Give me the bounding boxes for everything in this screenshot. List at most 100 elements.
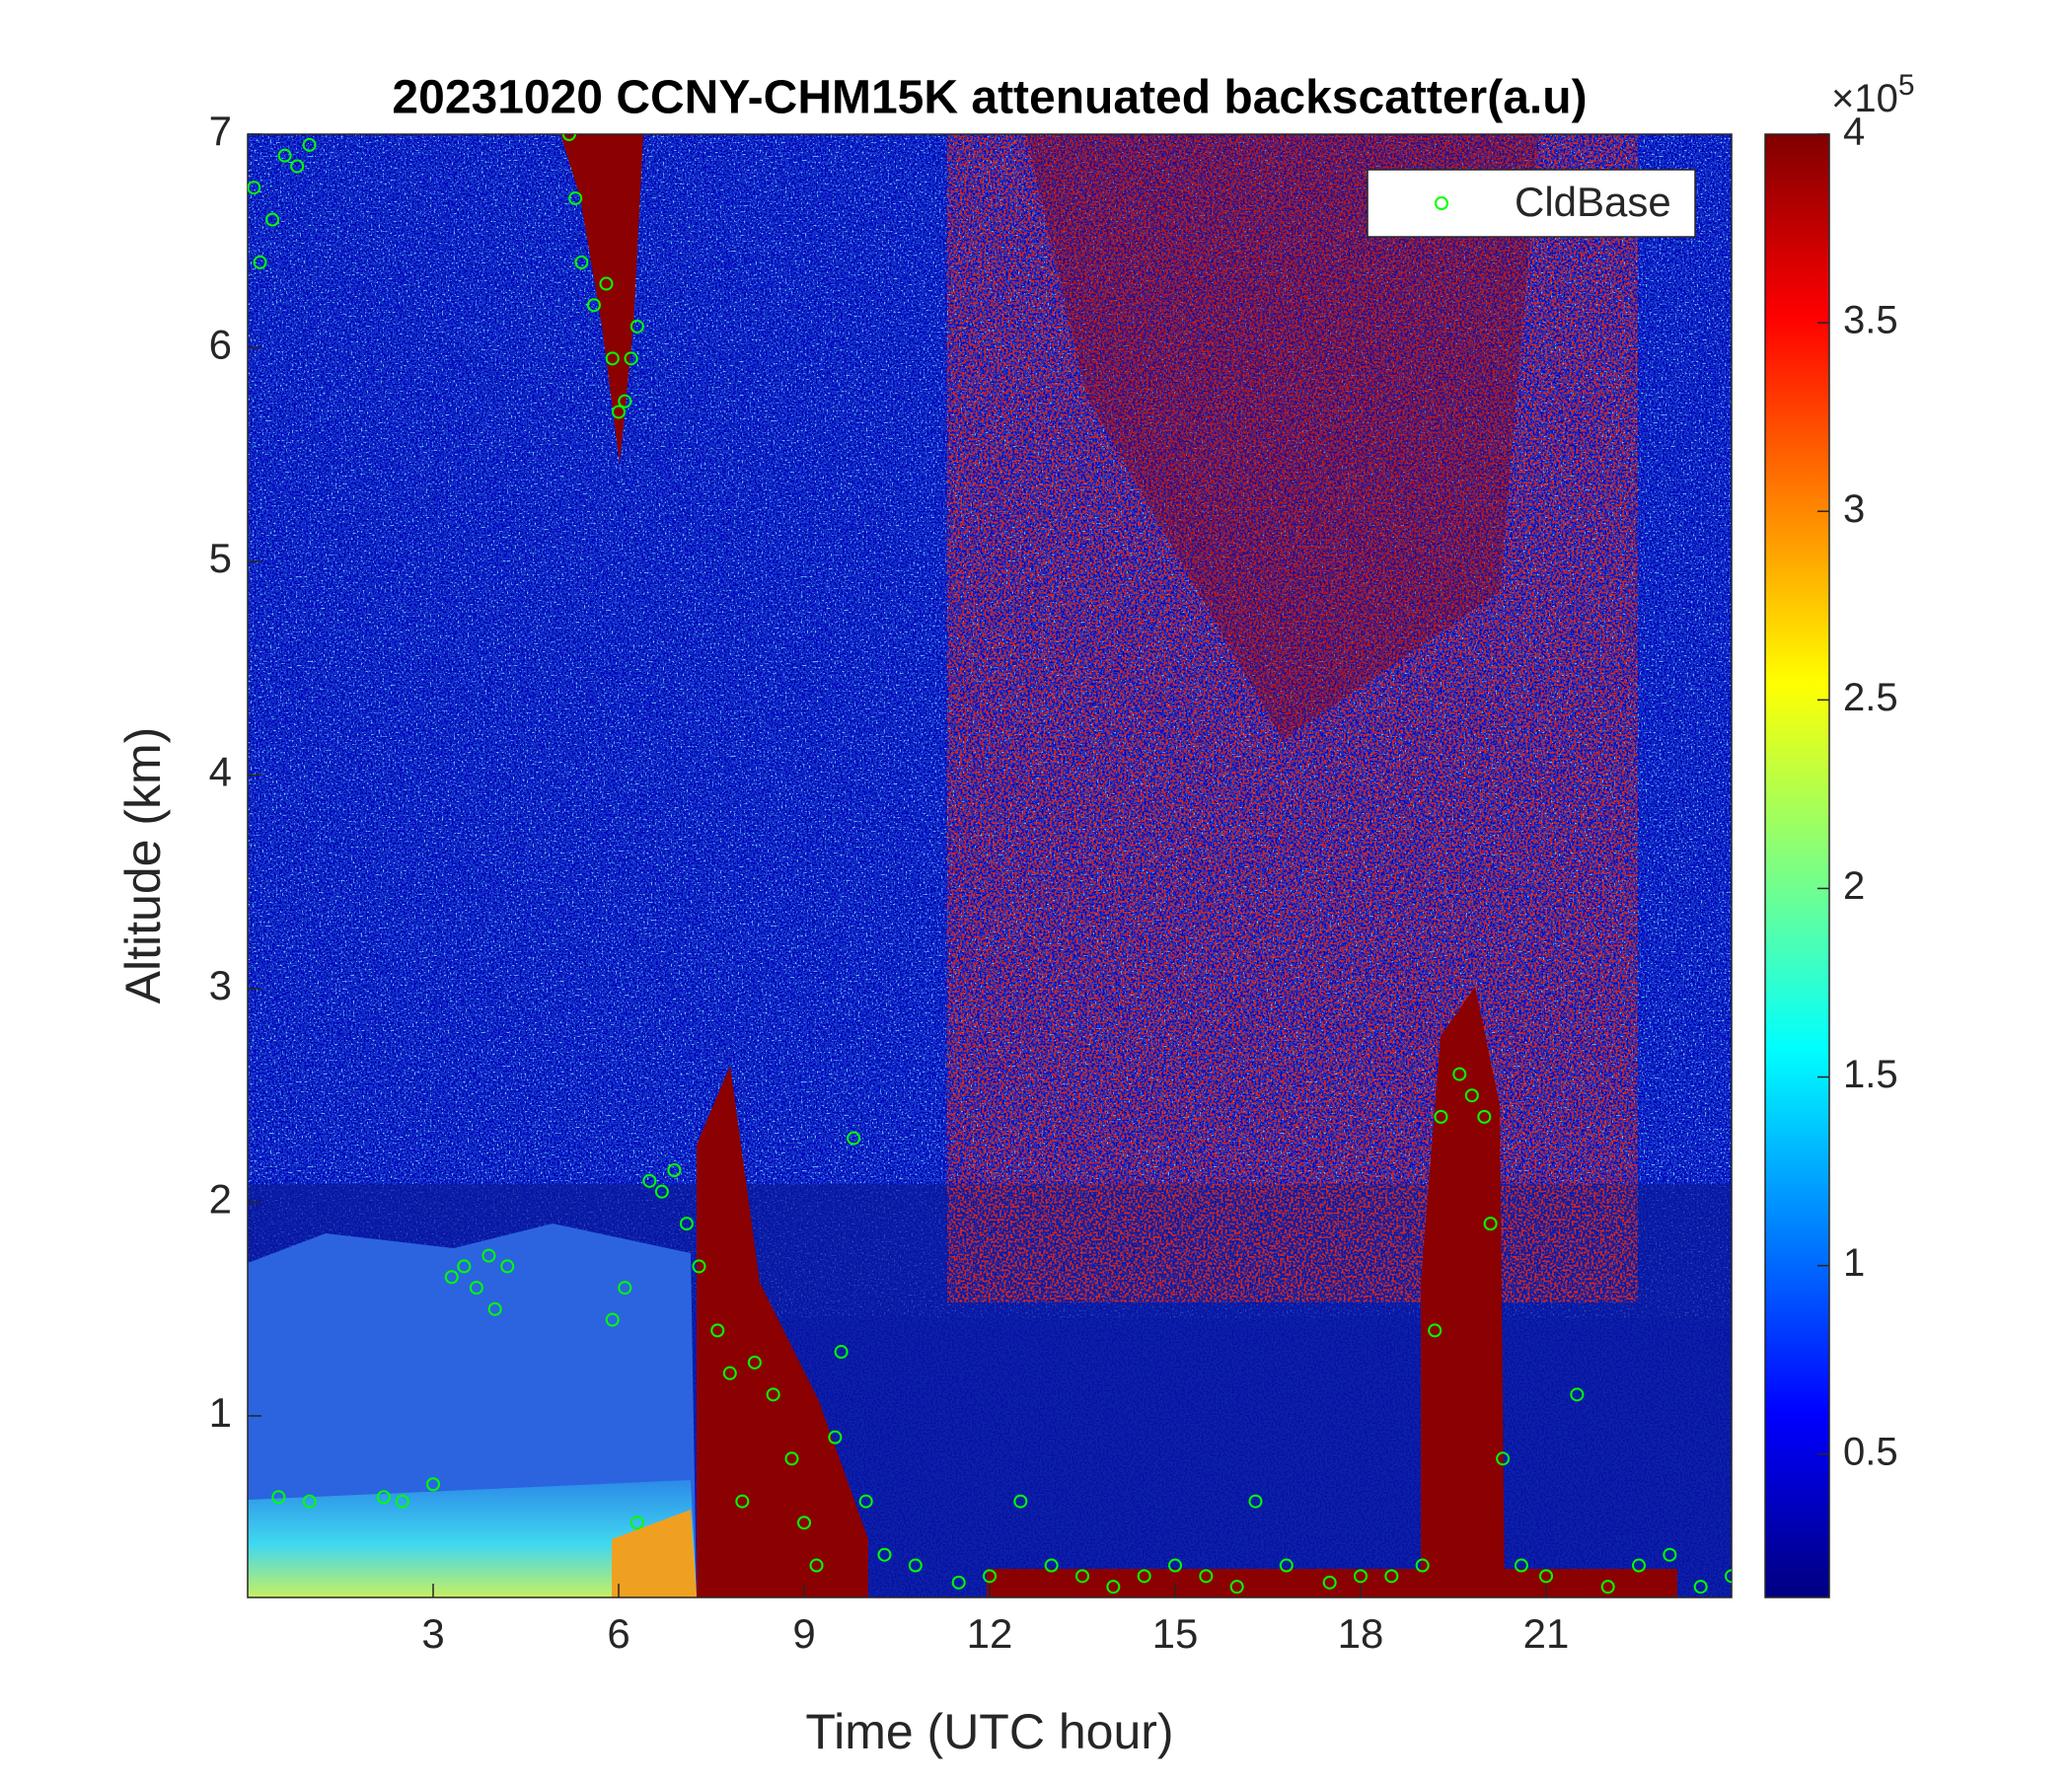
cloud-base-point [1354,1569,1368,1584]
x-tick-label: 18 [1338,1610,1384,1657]
cloud-base-point [797,1516,811,1530]
legend-marker [1435,196,1448,210]
cloud-base-point [629,319,644,334]
backscatter-field [248,134,1732,1597]
cloud-base-point [444,1270,459,1285]
cloud-base-point [253,255,267,269]
cloud-base-point [679,1217,694,1231]
legend-label: CldBase [1515,179,1671,225]
cloud-base-point [834,1345,849,1360]
cloud-base-point [586,298,601,313]
cloud-base-point [877,1547,892,1562]
colorbar-tick-label: 2 [1843,864,1865,908]
cloud-base-point [1570,1387,1585,1402]
cloud-base-point [395,1494,409,1509]
colorbar-multiplier: ×105 [1831,69,1915,120]
cloud-base-point [624,351,638,366]
cloud-base-point [1013,1494,1028,1509]
cloud-base-point [618,394,632,408]
cloud-base-point [271,1490,286,1505]
cloud-base-point [642,1173,657,1188]
cloud-base-point [722,1366,737,1380]
cloud-base-point [1415,1558,1430,1573]
cloud-base-point [1322,1575,1337,1590]
colorbar-tick-label: 1 [1843,1241,1865,1285]
cloud-base-point [710,1323,725,1338]
cloud-base-point [629,1516,644,1530]
cloud-base-point [1137,1569,1151,1584]
cloud-base-point [1514,1558,1528,1573]
cloud-base-point [561,134,576,141]
colorbar-tick-label: 2.5 [1843,676,1898,719]
cloud [560,134,643,464]
cloud-base-point [1428,1323,1443,1338]
cloud [697,1066,868,1597]
legend [1367,169,1696,238]
red-haze [1026,134,1539,740]
x-tick-label: 3 [421,1610,444,1657]
y-tick-label: 6 [209,322,232,368]
cloud-base-point [654,1184,669,1199]
cloud [987,1569,1677,1597]
multiplier-base: ×10 [1831,77,1898,120]
cloud-base-point [487,1301,502,1316]
cloud-base-point [1044,1558,1059,1573]
cloud-base-point [692,1259,706,1274]
cloud-base-point [847,1131,861,1146]
aerosol-layer [612,1510,697,1597]
cloud-base-point [1075,1569,1089,1584]
cloud-base-point [1632,1558,1646,1573]
cloud-base-point [568,190,583,205]
cloud-base-point [605,351,620,366]
cloud-base-point [1477,1109,1492,1124]
cloud-base-points [248,134,1732,1595]
cloud-base-point [784,1451,799,1466]
cloud [1421,987,1505,1597]
cloud-base-point [1279,1558,1294,1573]
cloud-base-point [1693,1580,1708,1595]
y-tick-label: 5 [209,535,232,581]
y-tick-label: 1 [209,1389,232,1436]
cloud-base-point [376,1490,391,1505]
cloud-base-point [667,1163,682,1178]
cloud-base-point [265,212,280,227]
cloud-base-point [618,1281,632,1296]
y-tick-label: 7 [209,108,232,154]
cloud-base-point [500,1259,515,1274]
cloud-base-point [1725,1569,1732,1584]
colorbar-tick-label: 3.5 [1843,299,1898,342]
cloud-base-point [481,1248,496,1263]
cloud-base-point [809,1558,824,1573]
cloud-base-point [858,1494,873,1509]
cloud-base-point [735,1494,750,1509]
cloud-base-point [1106,1580,1121,1595]
y-tick-label: 3 [209,962,232,1008]
cloud-base-point [908,1558,923,1573]
cloud-base-point [1384,1569,1399,1584]
cloud-base-point [302,1494,317,1509]
cloud-base-point [1464,1088,1479,1103]
x-tick-label: 9 [792,1610,815,1657]
cloud-base-point [277,148,292,163]
y-tick-label: 4 [209,749,232,795]
colorbar-tick-label: 4 [1843,111,1865,154]
cloud-base-point [1434,1109,1448,1124]
x-axis-label: Time (UTC hour) [805,1704,1173,1759]
cloud-base-point [599,276,614,291]
colorbar-tick-label: 0.5 [1843,1430,1898,1473]
colorbar [1764,133,1830,1598]
cloud-base-point [1483,1217,1498,1231]
colorbar-tick-label: 3 [1843,487,1865,531]
cloud-base-point [605,1312,620,1327]
cloud-base-point [574,255,589,269]
cloud-base-point [1600,1580,1615,1595]
multiplier-exponent: 5 [1898,69,1915,102]
cloud-base-point [248,181,261,195]
cloud-base-point [1452,1067,1467,1081]
x-tick-label: 12 [967,1610,1013,1657]
cloud-base-point [302,137,317,152]
chart-title: 20231020 CCNY-CHM15K attenuated backscat… [392,72,1587,124]
cloud-base-point [1229,1580,1244,1595]
cloud-base-point [612,405,626,419]
